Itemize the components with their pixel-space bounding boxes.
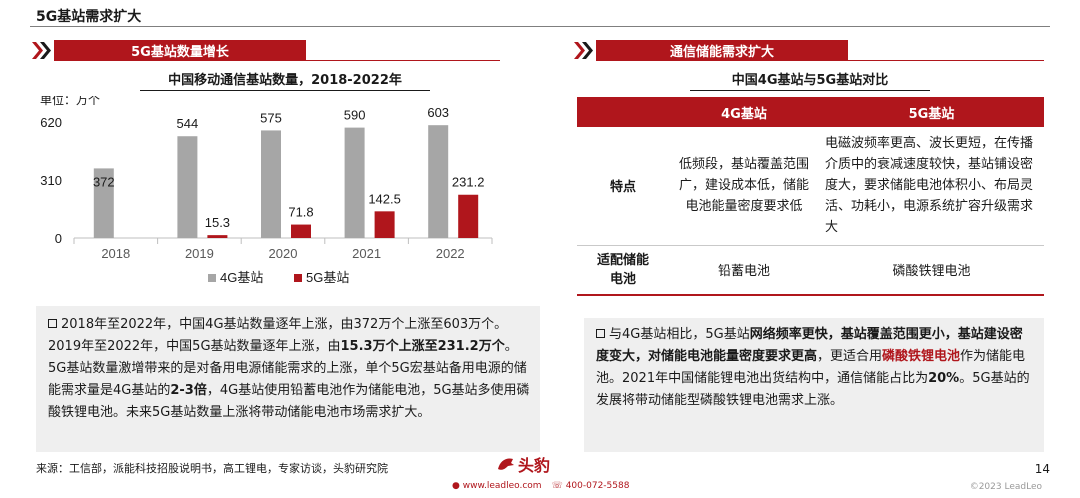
website-text: www.leadleo.com — [462, 481, 542, 491]
legend-swatch-5g — [294, 274, 302, 282]
bar-5g — [291, 224, 311, 238]
table-cell-5g: 磷酸铁锂电池 — [819, 245, 1044, 296]
left-summary-box: 2018年至2022年，中国4G基站数量逐年上涨，由372万个上涨至603万个。… — [36, 306, 540, 452]
bar-4g — [344, 127, 365, 238]
table-cell-4g-text: 低频段，基站覆盖范围广，建设成本低，储能电池能量密度要求低 — [678, 157, 809, 215]
y-tick-label: 620 — [40, 115, 62, 130]
right-text-1: 与4G基站相比，5G基站 — [609, 327, 750, 342]
left-text-3: 。5G基站数量激增带来的是对备用电源储能需求的上涨，单个5G宏基站备用电源的储能… — [48, 339, 527, 398]
y-tick-label: 0 — [55, 231, 62, 246]
left-text-1: 2018年至2022年，中国4G基站数量逐年上涨，由372万个上涨至603万个。… — [48, 317, 508, 354]
table-cell-4g: 铅蓄电池 — [669, 245, 819, 296]
legend-label-5g: 5G基站 — [306, 270, 349, 285]
data-label-5g: 15.3 — [205, 215, 230, 230]
bar-5g — [207, 235, 228, 238]
data-label-4g: 603 — [427, 105, 449, 120]
footer-contact: ● www.leadleo.com ☏ 400-072-5588 — [452, 481, 629, 491]
x-tick-label: 2018 — [101, 246, 130, 261]
leadleo-logo: 头豹 — [496, 452, 550, 476]
website-link[interactable]: ● www.leadleo.com — [452, 481, 542, 491]
data-label-4g: 372 — [93, 174, 115, 189]
right-section-banner: 通信储能需求扩大 — [572, 40, 848, 61]
table-cell-5g-text: 电磁波频率更高、波长更短，在传播介质中的衰减速度较快，基站铺设密度大，要求储能电… — [825, 136, 1034, 236]
bar-5g — [374, 211, 395, 238]
table-header-row: 4G基站 5G基站 — [577, 97, 1044, 127]
left-text-4: 2-3倍 — [170, 383, 207, 398]
x-tick-label: 2020 — [269, 246, 298, 261]
y-tick-label: 310 — [40, 173, 62, 188]
left-text-2: 15.3万个上涨至231.2万个 — [340, 339, 505, 354]
data-label-4g: 544 — [177, 116, 199, 131]
page-title: 5G基站需求扩大 — [36, 9, 142, 25]
right-text-4: 磷酸铁锂电池 — [882, 349, 961, 364]
copyright: ©2023 LeadLeo — [969, 482, 1042, 492]
right-text-2: 网络频率更快，基站覆盖范围更小，基站建设密度变大，对储能电池能量密度要求更高 — [596, 327, 1023, 364]
table-header-5g: 5G基站 — [819, 97, 1044, 127]
legend-swatch-4g — [208, 274, 216, 282]
table-title: 中国4G基站与5G基站对比 — [690, 69, 930, 91]
table-row-label: 特点 — [577, 127, 669, 246]
right-banner-label: 通信储能需求扩大 — [596, 40, 848, 61]
bar-4g — [93, 168, 114, 238]
logo-cn-text: 头豹 — [518, 456, 551, 475]
table-header-4g: 4G基站 — [669, 97, 819, 127]
left-text-5: ，4G基站使用铅蓄电池作为储能电池，5G基站多使用磷酸铁锂电池。未来5G基站数量… — [48, 383, 530, 420]
checkbox-bullet-icon — [596, 329, 605, 338]
base-station-bar-chart: 单位：万个 0 310 620 372 2018 544 15.3 2019 575 71.8 202… — [40, 96, 493, 285]
left-section-banner: 5G基站数量增长 — [30, 40, 306, 61]
table-row-label-text: 适配储能电池 — [596, 252, 649, 287]
left-banner-rule — [54, 60, 500, 61]
source-note: 来源：工信部，派能科技招股说明书，高工锂电，专家访谈，头豹研究院 — [36, 462, 388, 475]
data-label-4g: 590 — [344, 108, 366, 123]
x-tick-label: 2021 — [352, 246, 381, 261]
right-text-3: ，更适合用 — [817, 349, 883, 364]
checkbox-bullet-icon — [48, 319, 57, 328]
data-label-5g: 71.8 — [288, 205, 313, 220]
right-summary-box: 与4G基站相比，5G基站网络频率更快，基站覆盖范围更小，基站建设密度变大，对储能… — [584, 318, 1044, 452]
bar-5g — [458, 194, 479, 238]
x-tick-label: 2022 — [436, 246, 465, 261]
chart-title-text: 中国移动通信基站数量，2018-2022年 — [168, 73, 402, 88]
chevron-right-icon — [572, 40, 596, 61]
table-cell-4g: 低频段，基站覆盖范围广，建设成本低，储能电池能量密度要求低 — [669, 127, 819, 246]
table-title-text: 中国4G基站与5G基站对比 — [731, 73, 889, 88]
bar-4g — [261, 130, 281, 238]
left-banner-label: 5G基站数量增长 — [54, 40, 306, 61]
page-number: 14 — [1034, 462, 1050, 476]
bar-4g — [177, 136, 198, 238]
data-label-4g: 575 — [260, 110, 282, 125]
leopard-logo-icon — [498, 458, 514, 470]
x-tick-label: 2019 — [185, 246, 214, 261]
legend-label-4g: 4G基站 — [220, 270, 263, 285]
chevron-right-icon — [30, 40, 54, 61]
phone-text: 400-072-5588 — [565, 481, 630, 491]
comparison-table: 4G基站 5G基站 特点 低频段，基站覆盖范围广，建设成本低，储能电池能量密度要… — [577, 97, 1044, 296]
table-cell-5g: 电磁波频率更高、波长更短，在传播介质中的衰减速度较快，基站铺设密度大，要求储能电… — [819, 127, 1044, 246]
right-banner-rule — [596, 60, 1044, 61]
table-header-empty — [577, 97, 669, 127]
data-label-5g: 142.5 — [368, 191, 401, 206]
table-row: 适配储能电池 铅蓄电池 磷酸铁锂电池 — [577, 245, 1044, 296]
table-row-label: 适配储能电池 — [577, 245, 669, 296]
right-text-6: 20% — [928, 371, 960, 386]
title-divider — [30, 26, 1050, 27]
phone-number: ☏ 400-072-5588 — [551, 481, 630, 491]
chart-title: 中国移动通信基站数量，2018-2022年 — [140, 69, 430, 91]
right-text-5: 作为储能电池。2021年中国储能锂电池出货结构中，通信储能占比为 — [596, 349, 1026, 386]
table-row: 特点 低频段，基站覆盖范围广，建设成本低，储能电池能量密度要求低 电磁波频率更高… — [577, 127, 1044, 246]
data-label-5g: 231.2 — [452, 175, 485, 190]
bar-4g — [428, 125, 449, 238]
right-text-7: 。5G基站的发展将带动储能型磷酸铁锂电池需求上涨。 — [596, 371, 1030, 408]
y-unit-label: 单位：万个 — [40, 96, 100, 107]
